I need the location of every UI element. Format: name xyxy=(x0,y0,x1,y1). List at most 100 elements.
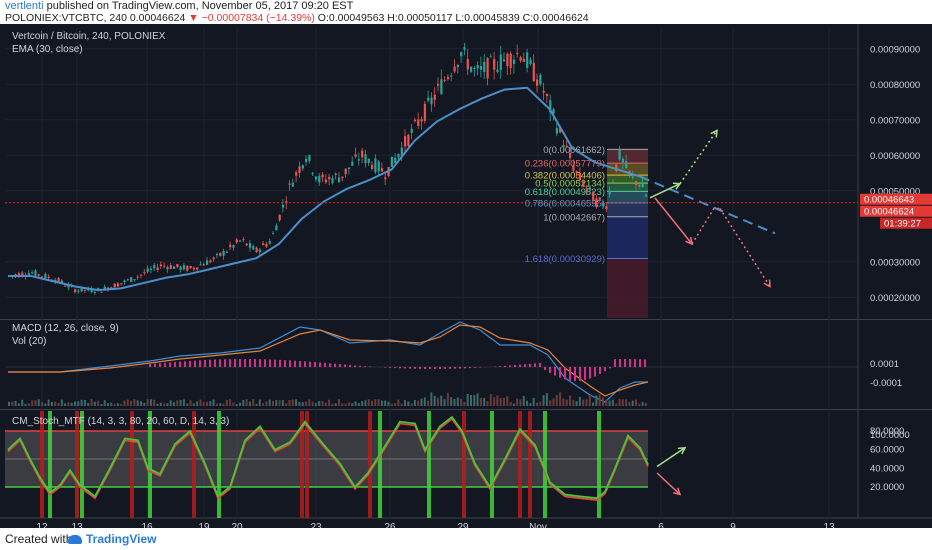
candle-body xyxy=(509,53,512,69)
candle-body xyxy=(486,58,489,79)
candle-body xyxy=(209,260,212,263)
volume-bar xyxy=(575,401,578,406)
price-tick-label: 0.00050000 xyxy=(870,186,920,197)
volume-bar xyxy=(582,399,585,406)
candle-body xyxy=(47,276,50,279)
candle-body xyxy=(423,103,426,121)
candle-body xyxy=(166,266,169,270)
volume-bar xyxy=(572,399,575,406)
stoch-signal-bar xyxy=(48,411,52,518)
candle-body xyxy=(77,290,80,292)
candle-body xyxy=(542,90,545,93)
time-tick-label: 29 xyxy=(457,522,469,528)
candle-body xyxy=(314,176,318,180)
candle-body xyxy=(206,260,209,265)
candle-body xyxy=(529,59,532,64)
volume-bar xyxy=(569,395,571,406)
candle-body xyxy=(404,136,407,147)
candle-body xyxy=(638,184,641,187)
price-tick-label: 0.00080000 xyxy=(870,80,920,91)
volume-bar xyxy=(509,402,512,406)
stoch-signal-bar xyxy=(130,411,134,518)
volume-legend: Vol (20) xyxy=(12,336,47,347)
candle-body xyxy=(364,154,367,164)
volume-bar xyxy=(149,399,152,406)
stoch-tick: 40.0000 xyxy=(870,463,904,474)
volume-bar xyxy=(466,393,469,406)
candle-body xyxy=(159,264,162,267)
volume-bar xyxy=(443,399,446,406)
last-price-tag xyxy=(860,193,932,205)
stoch-k-line xyxy=(7,415,649,500)
volume-bar xyxy=(159,402,162,406)
candle-body xyxy=(186,266,189,271)
candle-body xyxy=(628,170,631,172)
candle-body xyxy=(631,176,634,178)
candle-body xyxy=(258,249,261,253)
candle-body xyxy=(235,239,238,243)
volume-bar xyxy=(628,401,631,406)
volume-bar xyxy=(222,403,225,406)
volume-bar xyxy=(50,402,53,406)
chart-canvas[interactable]: 0.00090000 0.00080000 0.00070000 0.00060000… xyxy=(0,24,932,528)
ema-line xyxy=(8,86,641,292)
volume-bar xyxy=(397,399,400,406)
stoch-tick: 80.0000 xyxy=(870,426,904,437)
candle-body xyxy=(371,164,374,169)
candle-body xyxy=(173,266,176,269)
candle-body xyxy=(430,97,433,105)
stoch-signal-bar xyxy=(368,411,372,518)
volume-bar xyxy=(519,399,522,406)
volume-bar xyxy=(123,400,126,406)
volume-bar xyxy=(417,400,420,406)
candle-body xyxy=(301,165,304,169)
candle-body xyxy=(361,150,364,158)
fib-level-label: 0.5(0.00052134) xyxy=(535,179,605,190)
volume-bar xyxy=(338,399,340,406)
volume-bar xyxy=(143,402,146,406)
stoch-signal-bar xyxy=(597,411,601,518)
candle-body xyxy=(93,292,96,294)
candle-body xyxy=(417,119,420,126)
candle-body xyxy=(625,161,628,169)
candle-body xyxy=(57,278,60,282)
candle-body xyxy=(440,79,443,94)
candle-body xyxy=(578,172,582,180)
volume-bar xyxy=(285,403,288,406)
author-link[interactable]: vertlenti xyxy=(5,0,44,12)
candle-body xyxy=(41,276,44,278)
stoch-bearish-arrow-head xyxy=(673,487,682,496)
candle-body xyxy=(552,109,555,114)
candle-body xyxy=(460,52,463,57)
time-tick-label: 13 xyxy=(71,522,83,528)
candle-body xyxy=(239,240,242,242)
time-tick-label: 23 xyxy=(310,522,322,528)
candle-body xyxy=(169,265,172,269)
volume-bar xyxy=(179,399,182,406)
volume-bar xyxy=(473,395,476,406)
stoch-signal-bar xyxy=(518,411,522,518)
volume-bar xyxy=(529,403,532,406)
candle-body xyxy=(450,75,453,77)
volume-bar xyxy=(476,393,479,406)
bearish-forecast-arrow xyxy=(654,197,693,245)
volume-bar xyxy=(153,399,156,406)
candle-body xyxy=(215,254,219,256)
volume-bar xyxy=(189,400,192,406)
last-price: 0.00046624 xyxy=(129,12,186,24)
volume-bar xyxy=(47,399,50,406)
candle-body xyxy=(275,225,278,231)
volume-bar xyxy=(588,394,591,406)
volume-bar xyxy=(110,402,113,406)
volume-bar xyxy=(598,394,601,406)
time-tick-label: 26 xyxy=(384,522,396,528)
volume-bar xyxy=(621,399,624,406)
candle-body xyxy=(641,182,644,188)
volume-bar xyxy=(146,399,149,406)
tradingview-brand[interactable]: TradingView xyxy=(86,532,157,546)
countdown-bg xyxy=(880,217,932,229)
stoch-tick: 20.0000 xyxy=(870,482,904,493)
candle-body xyxy=(367,158,370,163)
volume-bar xyxy=(57,402,60,406)
volume-bar xyxy=(206,401,208,406)
